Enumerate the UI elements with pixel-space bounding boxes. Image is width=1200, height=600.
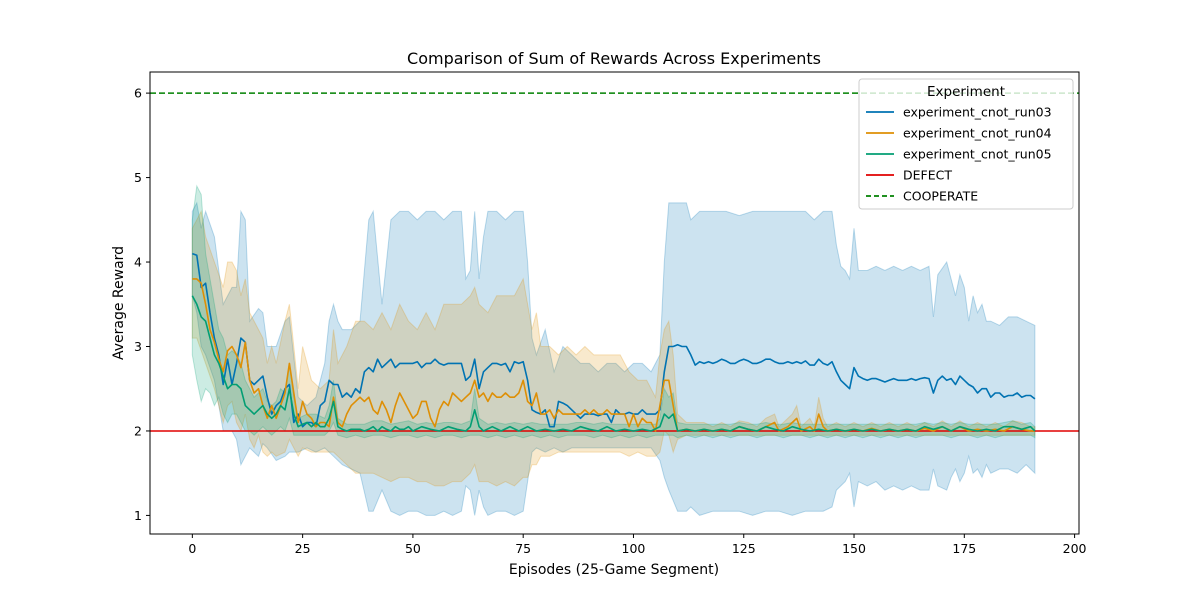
x-tick-label-100: 100 [622, 541, 646, 556]
line-experiment_cnot_run05 [191, 295, 1036, 432]
y-axis-label: Average Reward [111, 246, 127, 360]
y-axis-ticks: 1 2 3 4 5 6 [134, 86, 150, 523]
x-tick-label-175: 175 [952, 541, 976, 556]
legend-label-defect: DEFECT [903, 168, 952, 183]
plot-frame [149, 71, 1080, 535]
line-experiment_cnot_run03 [192, 252, 1036, 428]
x-tick-label-200: 200 [1063, 541, 1087, 556]
y-tick-label-6: 6 [134, 86, 142, 101]
series-lines [191, 252, 1036, 432]
confidence-bands [191, 184, 1036, 517]
legend-label-experiment_cnot_run03: experiment_cnot_run03 [903, 105, 1052, 120]
x-tick-label-75: 75 [515, 541, 531, 556]
y-tick-label-5: 5 [134, 170, 142, 185]
legend-title: Experiment [927, 84, 1005, 100]
legend-label-experiment_cnot_run04: experiment_cnot_run04 [903, 126, 1052, 141]
y-tick-label-1: 1 [134, 508, 142, 523]
legend-label-cooperate: COOPERATE [903, 189, 978, 204]
x-axis-ticks: 0 25 50 75 100 125 150 175 200 [188, 534, 1087, 556]
band-experiment_cnot_run03 [191, 201, 1036, 517]
x-tick-label-125: 125 [732, 541, 756, 556]
x-tick-label-150: 150 [842, 541, 866, 556]
y-tick-label-4: 4 [134, 255, 142, 270]
legend-items: experiment_cnot_run03 experiment_cnot_run… [866, 105, 1052, 204]
legend-label-experiment_cnot_run05: experiment_cnot_run05 [903, 147, 1052, 162]
band-experiment_cnot_run04 [191, 209, 1036, 487]
x-tick-label-25: 25 [295, 541, 311, 556]
x-axis-label: Episodes (25-Game Segment) [509, 562, 719, 578]
legend: Experiment experiment_cnot_run03experime… [858, 78, 1074, 210]
y-tick-label-2: 2 [134, 423, 142, 438]
line-experiment_cnot_run04 [192, 278, 1035, 432]
y-tick-label-3: 3 [134, 339, 142, 354]
x-tick-label-0: 0 [188, 541, 196, 556]
legend-box [858, 78, 1074, 210]
chart-title: Comparison of Sum of Rewards Across Expe… [407, 49, 821, 68]
x-tick-label-50: 50 [405, 541, 421, 556]
